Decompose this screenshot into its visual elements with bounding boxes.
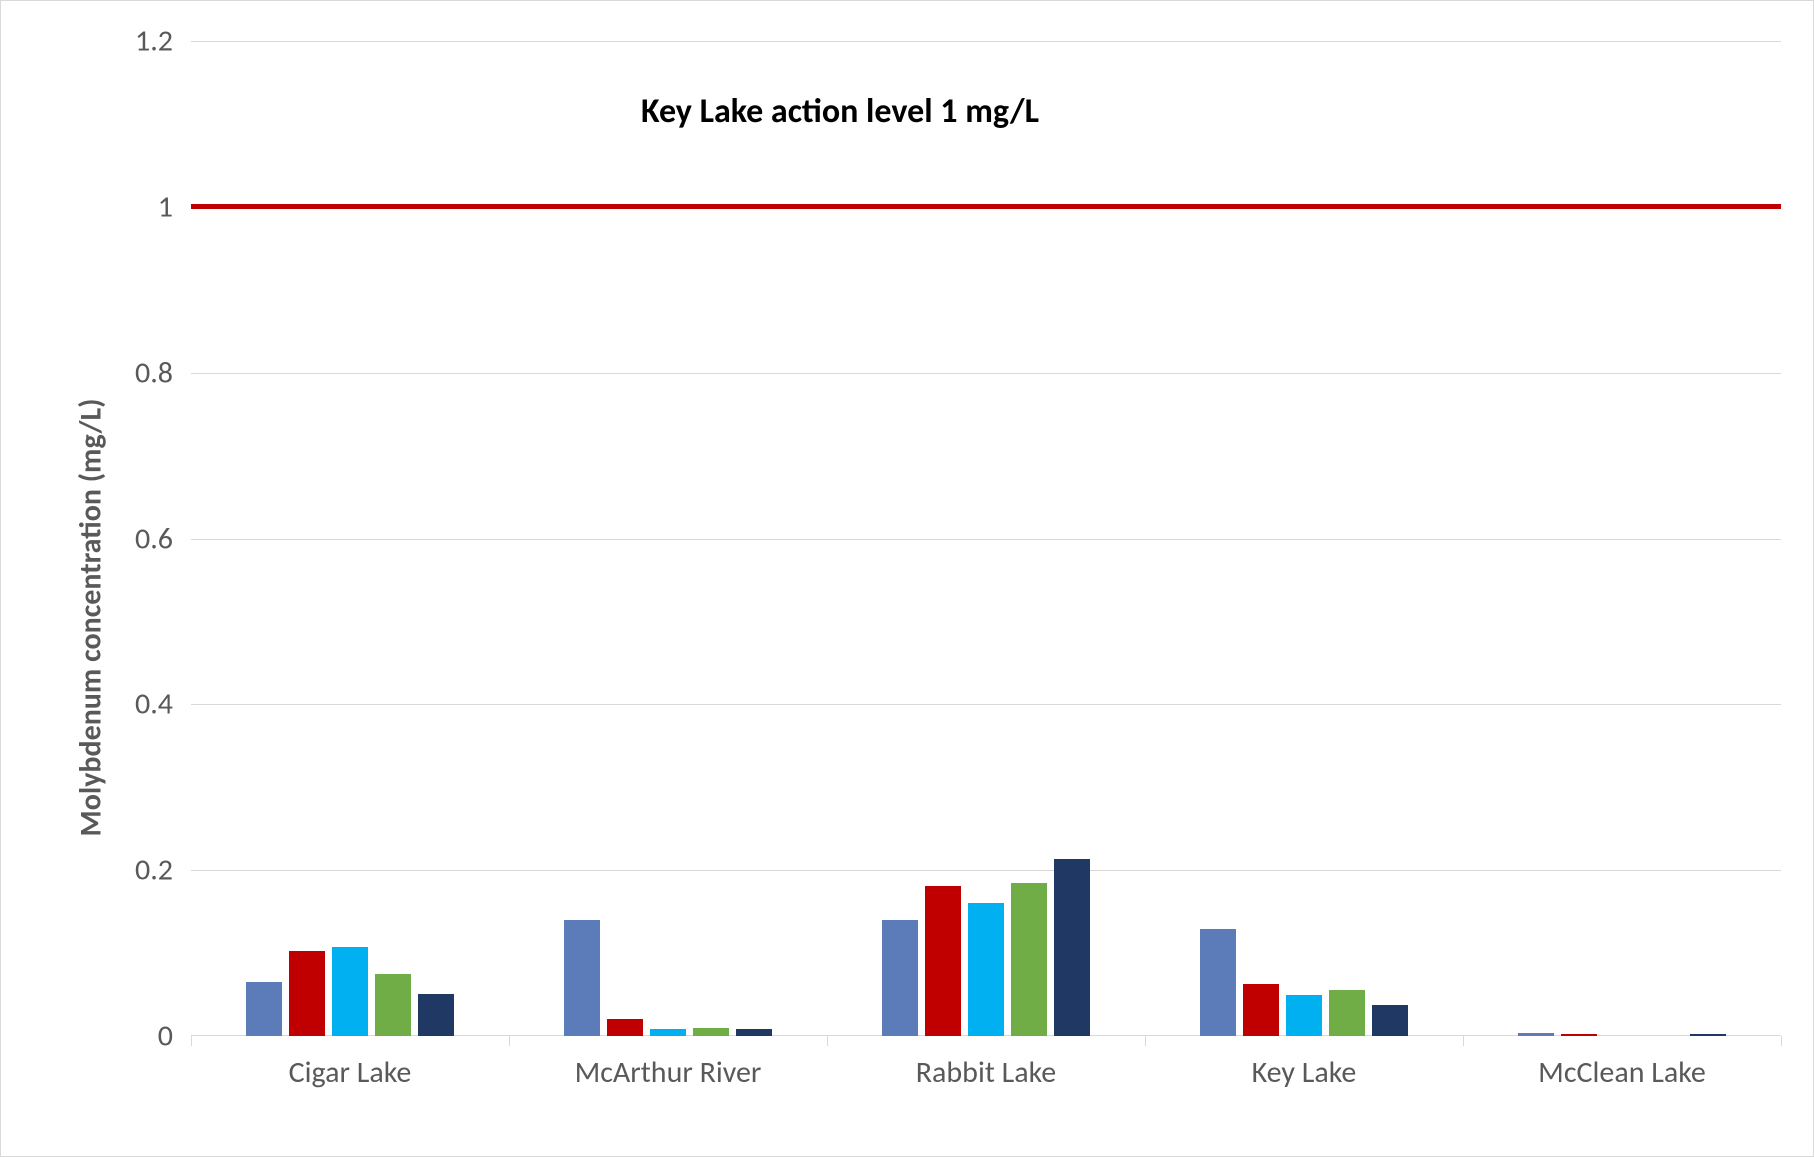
bar <box>1329 990 1365 1036</box>
bar <box>1690 1034 1726 1036</box>
x-tick-label: Key Lake <box>1252 1036 1357 1091</box>
gridline <box>191 870 1781 871</box>
y-tick-label: 0 <box>158 1018 191 1055</box>
bar <box>332 947 368 1036</box>
annotation-text: Key Lake action level 1 mg/L <box>641 91 1039 132</box>
chart-container: 0 0.2 0.4 0.6 0.8 1 1.2 Cigar Lake McArthur Rive… <box>0 0 1814 1157</box>
y-tick-label: 1 <box>158 188 191 225</box>
x-tick-mark <box>191 1036 192 1046</box>
bar <box>564 920 600 1036</box>
x-tick-mark <box>1781 1036 1782 1046</box>
gridline <box>191 373 1781 374</box>
y-tick-label: 1.2 <box>135 23 191 60</box>
x-tick-mark <box>1463 1036 1464 1046</box>
bar <box>246 982 282 1036</box>
x-tick-mark <box>1145 1036 1146 1046</box>
bar <box>693 1028 729 1036</box>
bar <box>1286 995 1322 1036</box>
x-tick-mark <box>509 1036 510 1046</box>
bar <box>736 1029 772 1036</box>
y-axis-label: Molybdenum concentration (mg/L) <box>73 367 110 867</box>
bar <box>925 886 961 1036</box>
gridline <box>191 41 1781 42</box>
x-tick-label: Rabbit Lake <box>916 1036 1056 1091</box>
y-tick-label: 0.8 <box>135 354 191 391</box>
bar <box>1243 984 1279 1036</box>
gridline <box>191 539 1781 540</box>
reference-line <box>191 204 1781 209</box>
gridline <box>191 704 1781 705</box>
y-tick-label: 0.4 <box>135 686 191 723</box>
bar <box>418 994 454 1036</box>
y-tick-label: 0.2 <box>135 852 191 889</box>
bar <box>607 1019 643 1036</box>
x-tick-label: McArthur River <box>575 1036 762 1091</box>
bar <box>1518 1033 1554 1036</box>
bar <box>1372 1005 1408 1037</box>
plot-area: 00.20.40.60.811.2Cigar LakeMcArthur Rive… <box>191 41 1781 1036</box>
bar <box>1200 929 1236 1036</box>
y-tick-label: 0.6 <box>135 520 191 557</box>
bar <box>1011 883 1047 1036</box>
bar <box>882 920 918 1036</box>
x-tick-label: Cigar Lake <box>289 1036 412 1091</box>
bar <box>1054 859 1090 1036</box>
bar <box>968 903 1004 1036</box>
x-tick-label: McClean Lake <box>1538 1036 1706 1091</box>
bar <box>650 1029 686 1036</box>
bar <box>1561 1034 1597 1036</box>
bar <box>375 974 411 1036</box>
bar <box>289 951 325 1036</box>
x-tick-mark <box>827 1036 828 1046</box>
